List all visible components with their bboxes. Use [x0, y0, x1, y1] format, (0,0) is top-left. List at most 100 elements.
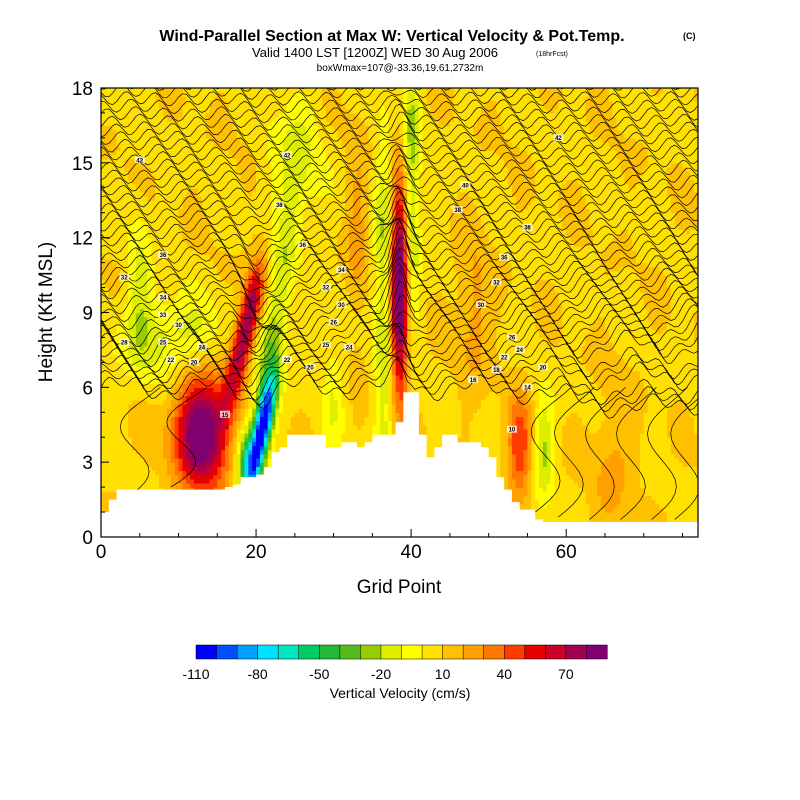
velocity-cell [116, 453, 121, 459]
velocity-cell [147, 316, 152, 322]
velocity-cell [124, 129, 129, 135]
velocity-cell [108, 300, 114, 305]
velocity-cell [151, 187, 156, 193]
velocity-cell [248, 183, 253, 189]
velocity-cell [143, 333, 149, 339]
velocity-cell [159, 333, 164, 339]
velocity-cell [112, 275, 118, 280]
velocity-cell [248, 354, 253, 359]
velocity-cell [124, 441, 129, 447]
velocity-cell [128, 449, 133, 455]
velocity-cell [244, 466, 249, 472]
velocity-cell [135, 283, 141, 289]
velocity-cell [155, 324, 160, 330]
velocity-cell [143, 458, 149, 463]
velocity-cell [275, 420, 280, 426]
velocity-cell [139, 121, 145, 127]
velocity-cell [190, 412, 195, 418]
velocity-cell [101, 129, 106, 135]
velocity-cell [263, 433, 269, 438]
velocity-cell [104, 358, 110, 363]
velocity-cell [147, 349, 152, 355]
velocity-cell [116, 121, 121, 127]
velocity-cell [151, 233, 156, 239]
velocity-cell [244, 117, 249, 122]
velocity-cell [232, 433, 238, 438]
velocity-cell [232, 437, 238, 442]
velocity-cell [166, 104, 172, 110]
velocity-cell [116, 283, 121, 289]
velocity-cell [178, 345, 184, 351]
velocity-cell [166, 374, 172, 380]
velocity-cell [135, 117, 141, 122]
velocity-cell [101, 187, 106, 193]
velocity-cell [236, 295, 242, 301]
velocity-cell [120, 453, 125, 459]
velocity-cell [108, 283, 114, 289]
velocity-cell [147, 166, 152, 172]
velocity-cell [186, 329, 191, 334]
velocity-cell [120, 383, 125, 388]
velocity-cell [112, 370, 118, 376]
velocity-cell [155, 333, 160, 339]
velocity-cell [124, 445, 129, 451]
velocity-cell [213, 129, 218, 135]
velocity-cell [128, 441, 133, 447]
velocity-cell [166, 266, 172, 272]
velocity-cell [163, 133, 168, 139]
velocity-cell [170, 470, 176, 476]
velocity-cell [182, 108, 187, 114]
velocity-cell [143, 295, 149, 301]
velocity-cell [116, 424, 121, 430]
velocity-cell [147, 108, 152, 114]
velocity-cell [267, 250, 273, 255]
velocity-cell [244, 445, 249, 451]
velocity-cell [108, 254, 114, 260]
velocity-cell [108, 171, 114, 176]
velocity-cell [178, 212, 184, 218]
velocity-cell [124, 166, 129, 172]
velocity-cell [104, 229, 110, 235]
velocity-cell [170, 229, 176, 235]
velocity-cell [213, 150, 218, 156]
velocity-cell [271, 245, 277, 251]
velocity-cell [178, 200, 184, 206]
velocity-cell [205, 470, 211, 476]
velocity-cell [139, 150, 145, 156]
velocity-cell [143, 200, 149, 206]
velocity-cell [236, 200, 242, 206]
velocity-cell [182, 254, 187, 260]
velocity-cell [108, 341, 114, 347]
velocity-cell [166, 341, 172, 347]
velocity-cell [256, 453, 261, 459]
velocity-cell [174, 88, 180, 93]
velocity-cell [228, 295, 234, 301]
velocity-cell [178, 487, 184, 492]
velocity-cell [132, 466, 137, 472]
velocity-cell [178, 478, 184, 484]
velocity-cell [170, 337, 176, 343]
velocity-cell [213, 478, 218, 484]
velocity-cell [143, 441, 149, 447]
velocity-cell [163, 420, 168, 426]
velocity-cell [163, 387, 168, 393]
velocity-cell [147, 146, 152, 151]
velocity-cell [116, 158, 121, 164]
velocity-cell [259, 300, 265, 305]
velocity-cell [178, 154, 184, 160]
velocity-cell [236, 308, 242, 314]
velocity-cell [135, 395, 141, 401]
velocity-cell [221, 399, 226, 405]
velocity-cell [112, 391, 118, 397]
velocity-cell [104, 316, 110, 322]
velocity-cell [108, 275, 114, 280]
velocity-cell [159, 142, 164, 147]
velocity-cell [205, 445, 211, 451]
velocity-cell [190, 237, 195, 243]
velocity-cell [166, 466, 172, 472]
velocity-cell [163, 187, 168, 193]
velocity-cell [236, 428, 242, 434]
velocity-cell [163, 204, 168, 210]
velocity-cell [155, 462, 160, 467]
velocity-cell [112, 225, 118, 230]
